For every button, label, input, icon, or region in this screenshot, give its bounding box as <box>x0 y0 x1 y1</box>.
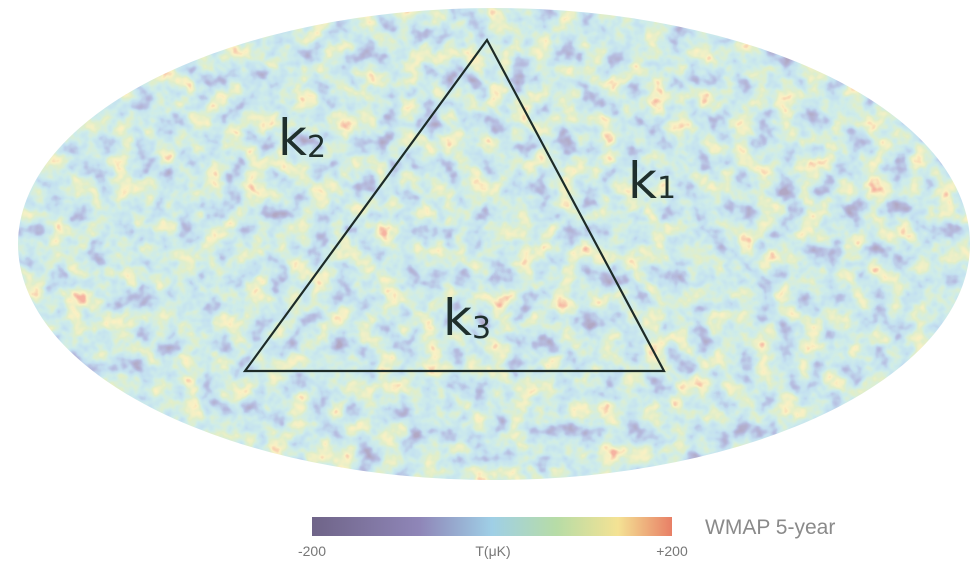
figure: k1 k2 k3 -200 T(μK) +200 WMAP 5-year <box>0 0 976 563</box>
colorbar-max: +200 <box>656 543 688 559</box>
cmb-texture <box>18 8 970 480</box>
colorbar <box>312 517 672 536</box>
colorbar-min: -200 <box>298 543 326 559</box>
sky-map <box>18 8 970 480</box>
caption: WMAP 5-year <box>705 516 835 539</box>
k-index: 1 <box>657 171 676 206</box>
k-letter: k <box>443 289 472 347</box>
k-letter: k <box>278 109 307 167</box>
k-index: 3 <box>472 311 491 346</box>
k-index: 2 <box>307 130 326 165</box>
colorbar-label: T(μK) <box>475 543 510 559</box>
k-letter: k <box>628 152 657 210</box>
